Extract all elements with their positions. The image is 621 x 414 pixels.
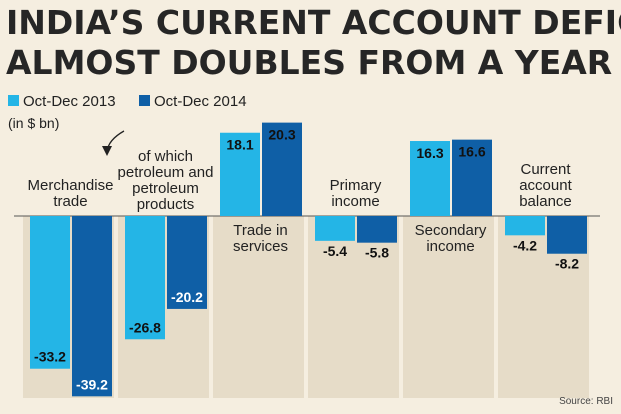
unit-label: (in $ bn)	[8, 115, 59, 131]
bars	[30, 122, 587, 397]
source-note: Source: RBI	[559, 396, 613, 407]
category-label: Merchandise	[28, 177, 114, 194]
category-panel	[308, 216, 399, 398]
bar	[262, 122, 302, 216]
category-label: account	[519, 177, 572, 194]
value-label: 18.1	[226, 137, 253, 153]
bar	[167, 216, 207, 309]
bar	[125, 216, 165, 340]
category-label: petroleum and	[118, 164, 214, 181]
value-label: -39.2	[76, 376, 108, 392]
legend-swatch-2013	[8, 95, 19, 106]
value-label: -5.8	[365, 245, 389, 261]
value-label: 16.6	[458, 144, 485, 160]
category-label: services	[233, 238, 288, 255]
bar	[220, 132, 260, 216]
category-panel	[213, 216, 304, 398]
category-label: trade	[53, 193, 87, 210]
value-label: -4.2	[513, 237, 537, 253]
value-label: -8.2	[555, 256, 579, 272]
pointer-arrow-head	[102, 146, 112, 156]
value-label: -26.8	[129, 319, 161, 335]
category-label: petroleum	[132, 180, 199, 197]
category-panel	[403, 216, 494, 398]
legend: Oct-Dec 2013 Oct-Dec 2014	[8, 93, 247, 110]
bar	[30, 216, 70, 369]
bar	[452, 139, 492, 216]
value-label: 20.3	[268, 127, 295, 143]
bar	[357, 216, 397, 243]
value-label: -5.4	[323, 243, 347, 259]
category-label: of which	[138, 148, 193, 165]
category-label: Primary	[330, 177, 382, 194]
chart-title-line-2: ALMOST DOUBLES FROM A YEAR AGO	[6, 43, 621, 82]
legend-label-2014: Oct-Dec 2014	[154, 93, 247, 110]
bar	[315, 216, 355, 241]
value-label: -33.2	[34, 349, 66, 365]
category-label: products	[137, 196, 195, 213]
chart-title-line-1: INDIA’S CURRENT ACCOUNT DEFICIT	[6, 3, 621, 42]
value-label: -20.2	[171, 289, 203, 305]
category-label: income	[331, 193, 379, 210]
bar	[505, 216, 545, 236]
legend-swatch-2014	[139, 95, 150, 106]
bar	[547, 216, 587, 254]
category-label: Trade in	[233, 222, 287, 239]
category-label: Secondary	[415, 222, 487, 239]
category-label: balance	[519, 193, 572, 210]
legend-label-2013: Oct-Dec 2013	[23, 93, 116, 110]
value-labels: -33.2 -39.2 -26.8 -20.2 18.1 20.3 -5.4 -5.8 16.3…	[34, 127, 579, 393]
value-label: 16.3	[416, 145, 443, 161]
category-label: Current	[520, 161, 571, 178]
bar	[72, 216, 112, 397]
category-label: income	[426, 238, 474, 255]
bar	[410, 141, 450, 216]
